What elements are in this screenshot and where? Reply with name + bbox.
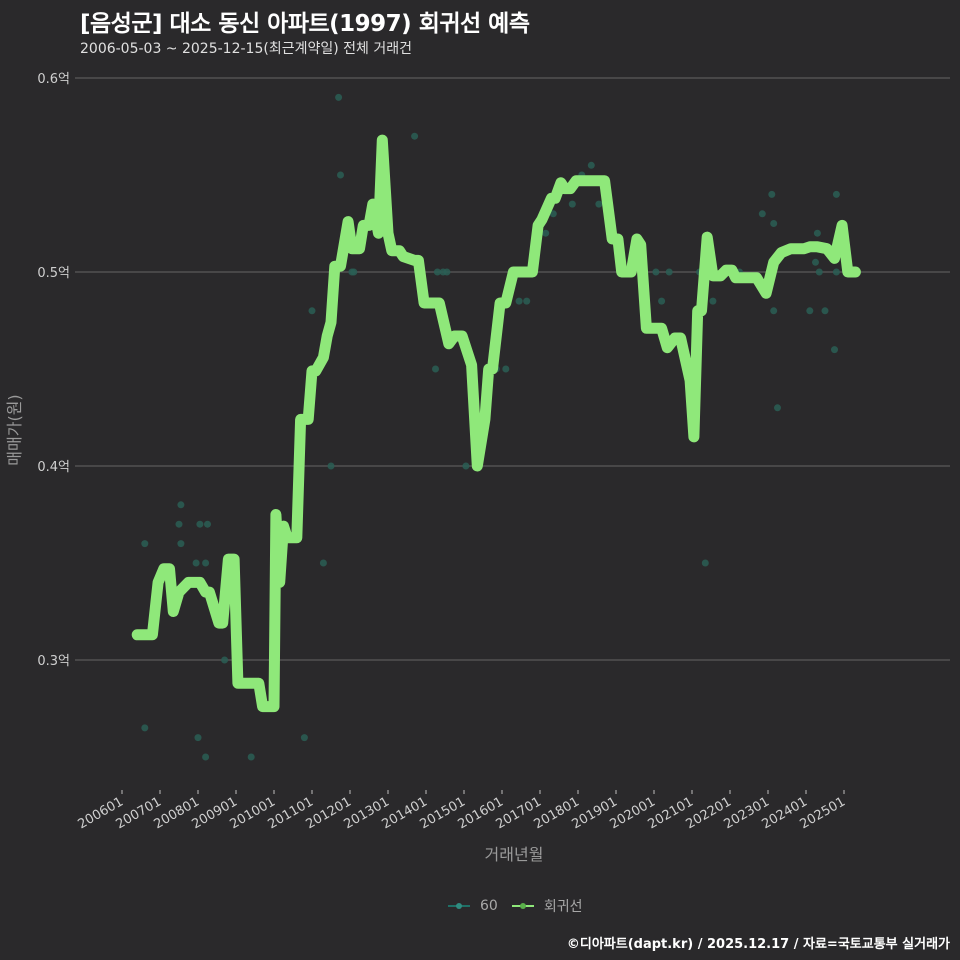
- scatter-point: [549, 210, 557, 218]
- scatter-point: [523, 297, 531, 305]
- source-caption: ©디아파트(dapt.kr) / 2025.12.17 / 자료=국토교통부 실…: [566, 937, 950, 952]
- x-axis-ticks: 2006012007012008012009012010012011012012…: [76, 790, 848, 832]
- legend-key-60-icon: [448, 901, 470, 911]
- scatter-point: [177, 540, 185, 548]
- scatter-point: [350, 268, 358, 276]
- x-axis-title: 거래년월: [485, 845, 544, 864]
- regression-line: [131, 134, 861, 713]
- scatter-point: [815, 268, 823, 276]
- legend-item-60: 60: [448, 898, 498, 914]
- legend: 60 회귀선: [448, 896, 588, 916]
- scatter-point: [335, 93, 343, 101]
- scatter-point: [770, 220, 778, 227]
- scatter-point: [202, 559, 210, 567]
- scatter-point: [832, 268, 840, 276]
- scatter-point: [770, 307, 778, 315]
- scatter-point: [443, 268, 451, 276]
- scatter-point: [821, 307, 829, 315]
- scatter-point: [665, 268, 673, 276]
- scatter-point: [515, 297, 523, 305]
- scatter-point: [247, 753, 255, 761]
- scatter-point: [462, 462, 470, 470]
- scatter-point: [300, 734, 308, 742]
- scatter-point: [141, 540, 149, 548]
- scatter-point: [337, 171, 344, 179]
- scatter-point: [196, 520, 204, 528]
- y-tick-label: 0.4억: [37, 460, 70, 475]
- scatter-point: [177, 501, 185, 509]
- scatter-point: [542, 229, 550, 237]
- y-tick-label: 0.5억: [37, 266, 70, 281]
- scatter-point: [701, 559, 709, 567]
- scatter-point: [433, 268, 441, 276]
- scatter-point: [587, 161, 595, 169]
- scatter-point: [774, 404, 781, 412]
- y-tick-label: 0.3억: [37, 654, 70, 669]
- scatter-point: [308, 307, 316, 315]
- scatter-point: [812, 258, 819, 266]
- scatter-point: [319, 559, 327, 567]
- legend-label-regression: 회귀선: [543, 899, 583, 915]
- scatter-point: [175, 520, 183, 528]
- legend-label-60: 60: [480, 898, 498, 914]
- legend-item-regression: 회귀선: [511, 896, 583, 916]
- scatter-point: [221, 656, 229, 664]
- scatter-point: [192, 559, 200, 567]
- scatter-point: [652, 268, 660, 276]
- scatter-point: [202, 753, 210, 761]
- scatter-point: [194, 734, 202, 742]
- scatter-point: [502, 365, 510, 373]
- scatter-point: [768, 190, 776, 198]
- y-tick-label: 0.6억: [37, 72, 70, 87]
- scatter-point: [568, 200, 576, 208]
- chart-subtitle: 2006-05-03 ~ 2025-12-15(최근계약일) 전체 거래건: [80, 41, 412, 57]
- scatter-point: [327, 462, 335, 470]
- y-axis-title: 매매가(원): [5, 394, 24, 465]
- scatter-point: [432, 365, 439, 373]
- legend-key-regression-icon: [511, 901, 534, 911]
- scatter-point: [806, 307, 814, 315]
- scatter-point: [813, 229, 821, 237]
- scatter-point: [204, 520, 211, 528]
- scatter-point: [709, 297, 717, 305]
- grid-lines: [75, 77, 950, 661]
- scatter-points-60: [141, 93, 857, 761]
- scatter-point: [141, 724, 149, 732]
- scatter-point: [595, 200, 603, 208]
- chart-title: [음성군] 대소 동신 아파트(1997) 회귀선 예측: [80, 11, 530, 37]
- scatter-point: [658, 297, 666, 305]
- scatter-point: [758, 210, 766, 218]
- scatter-point: [411, 132, 419, 140]
- scatter-point: [831, 346, 838, 354]
- y-axis-ticks: 0.3억 0.4억 0.5억 0.6억: [37, 72, 70, 669]
- scatter-point: [832, 190, 840, 198]
